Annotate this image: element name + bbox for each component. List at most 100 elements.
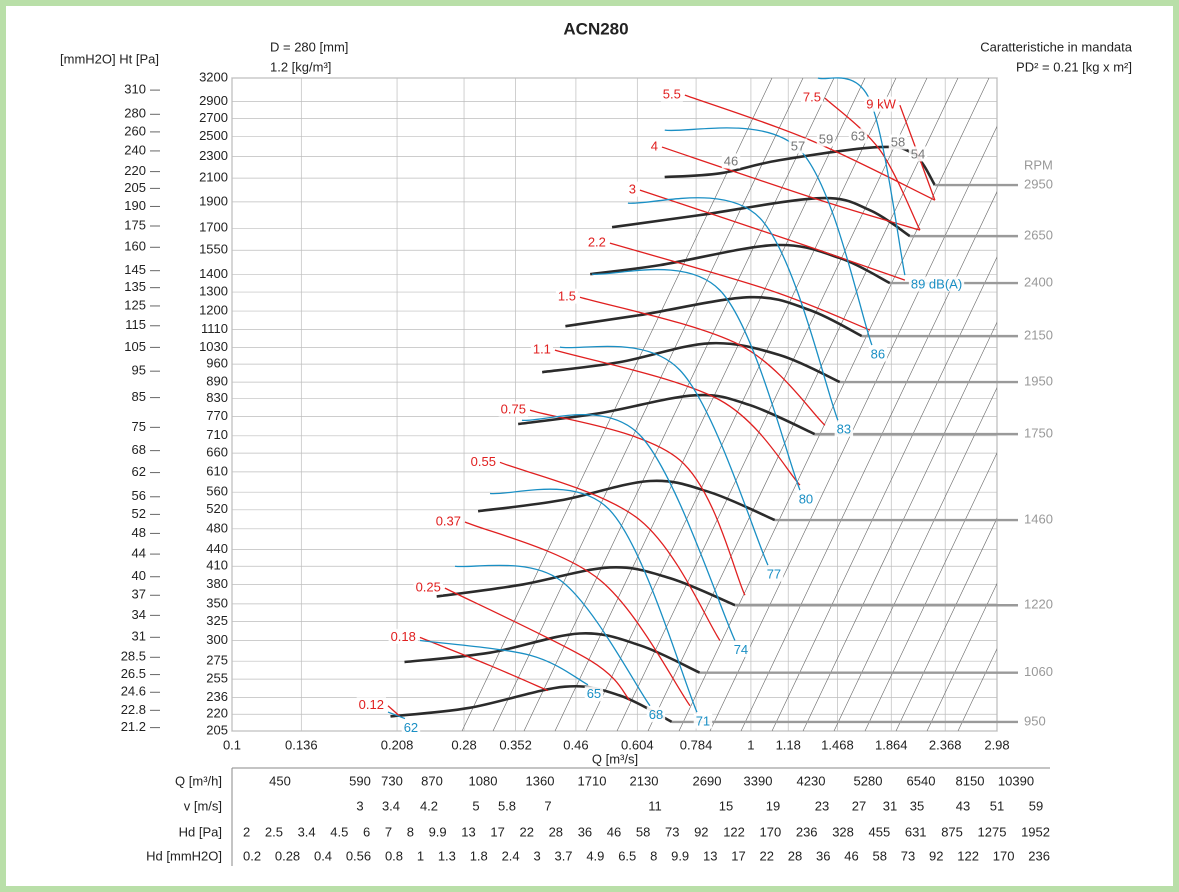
y2-tick-label: 28.5	[121, 649, 146, 664]
y-tick-label: 350	[206, 595, 228, 610]
y-tick-label: 1700	[199, 220, 228, 235]
table-cell: 11	[648, 798, 662, 813]
table-cell: 31	[883, 798, 897, 813]
y-tick-label: 610	[206, 463, 228, 478]
power-label: 7.5	[803, 90, 821, 105]
y-tick-label: 1110	[201, 321, 228, 336]
table-cell: 92	[929, 848, 943, 863]
y2-tick-label: 175	[124, 217, 146, 232]
table-cell: 8	[407, 824, 414, 839]
table-cell: 4.2	[420, 798, 438, 813]
noise-label: 62	[404, 720, 418, 735]
power-label: 0.37	[436, 513, 461, 528]
y-axis-title: [mmH2O] Ht [Pa]	[60, 51, 159, 66]
table-cell: 122	[957, 848, 979, 863]
noise-label: 74	[734, 642, 748, 657]
y2-tick-label: 22.8	[121, 702, 146, 717]
diameter: D = 280 [mm]	[270, 39, 348, 54]
power-label: 0.12	[359, 697, 384, 712]
power-label: 5.5	[663, 87, 681, 102]
table-cell: 1952	[1021, 824, 1050, 839]
x-tick-label: 2.98	[984, 737, 1009, 752]
power-label: 3	[629, 182, 636, 197]
table-cell: 2690	[693, 773, 722, 788]
frame	[3, 3, 1176, 889]
y2-tick-label: 115	[125, 317, 146, 332]
table-cell: 6	[363, 824, 370, 839]
y2-tick-label: 34	[132, 607, 146, 622]
y-tick-label: 890	[206, 374, 228, 389]
table-cell: 7	[385, 824, 392, 839]
table-cell: 1.8	[470, 848, 488, 863]
y-tick-label: 1030	[199, 339, 228, 354]
power-label: 0.25	[416, 580, 441, 595]
table-cell: 15	[719, 798, 733, 813]
rpm-label: 1060	[1024, 664, 1053, 679]
table-cell: 2.5	[265, 824, 283, 839]
x-tick-label: 0.604	[621, 737, 654, 752]
table-cell: 9.9	[429, 824, 447, 839]
y-tick-label: 205	[206, 722, 228, 737]
table-cell: 13	[703, 848, 717, 863]
rpm-label: 950	[1024, 713, 1046, 728]
y2-tick-label: 56	[132, 488, 146, 503]
y2-tick-label: 37	[132, 587, 146, 602]
power-label: 4	[651, 138, 658, 153]
y-tick-label: 710	[206, 427, 228, 442]
y-tick-label: 1900	[199, 193, 228, 208]
y-tick-label: 1400	[199, 266, 228, 281]
y-tick-label: 325	[206, 613, 228, 628]
table-cell: 631	[905, 824, 927, 839]
y-tick-label: 440	[206, 541, 228, 556]
table-cell: 6540	[907, 773, 936, 788]
y2-tick-label: 160	[124, 239, 146, 254]
y-tick-label: 255	[206, 671, 228, 686]
rpm-label: 2650	[1024, 228, 1053, 243]
y-tick-label: 380	[206, 576, 228, 591]
rpm-label: 1950	[1024, 374, 1053, 389]
y2-tick-label: 26.5	[121, 666, 146, 681]
table-cell: 122	[723, 824, 745, 839]
table-cell: 9.9	[671, 848, 689, 863]
noise-label: 68	[649, 707, 663, 722]
efficiency-label: 54	[911, 146, 925, 161]
table-cell: 17	[490, 824, 504, 839]
x-tick-label: 0.136	[285, 737, 318, 752]
y2-tick-label: 75	[132, 419, 146, 434]
x-tick-label: 0.46	[563, 737, 588, 752]
y2-tick-label: 85	[132, 389, 146, 404]
y2-tick-label: 95	[132, 363, 146, 378]
table-cell: 59	[1029, 798, 1043, 813]
y-tick-label: 220	[206, 706, 228, 721]
power-label: 1.1	[533, 342, 551, 357]
chart-title: ACN280	[563, 19, 628, 38]
table-cell: 7	[544, 798, 551, 813]
table-cell: 3	[356, 798, 363, 813]
y-tick-label: 3200	[199, 69, 228, 84]
noise-label: 80	[799, 492, 813, 507]
table-cell: 1360	[526, 773, 555, 788]
x-tick-label: 1.18	[776, 737, 801, 752]
table-cell: 3	[533, 848, 540, 863]
y-tick-label: 480	[206, 520, 228, 535]
rpm-label: 2400	[1024, 275, 1053, 290]
y2-tick-label: 105	[124, 339, 146, 354]
rpm-label: 1460	[1024, 512, 1053, 527]
x-tick-label: 0.208	[381, 737, 414, 752]
table-cell: 236	[796, 824, 818, 839]
table-cell: 1	[417, 848, 424, 863]
table-cell: 22	[519, 824, 533, 839]
table-cell: 22	[759, 848, 773, 863]
table-cell: 51	[990, 798, 1004, 813]
y-tick-label: 660	[206, 445, 228, 460]
table-cell: 6.5	[618, 848, 636, 863]
table-cell: 27	[852, 798, 866, 813]
x-tick-label: 1.864	[875, 737, 908, 752]
table-cell: 730	[381, 773, 403, 788]
power-label: 0.75	[501, 402, 526, 417]
rpm-label: 2150	[1024, 328, 1053, 343]
rpm-label: 1220	[1024, 597, 1053, 612]
noise-label: 65	[587, 686, 601, 701]
noise-label: 86	[871, 347, 885, 362]
y-tick-label: 2500	[199, 128, 228, 143]
